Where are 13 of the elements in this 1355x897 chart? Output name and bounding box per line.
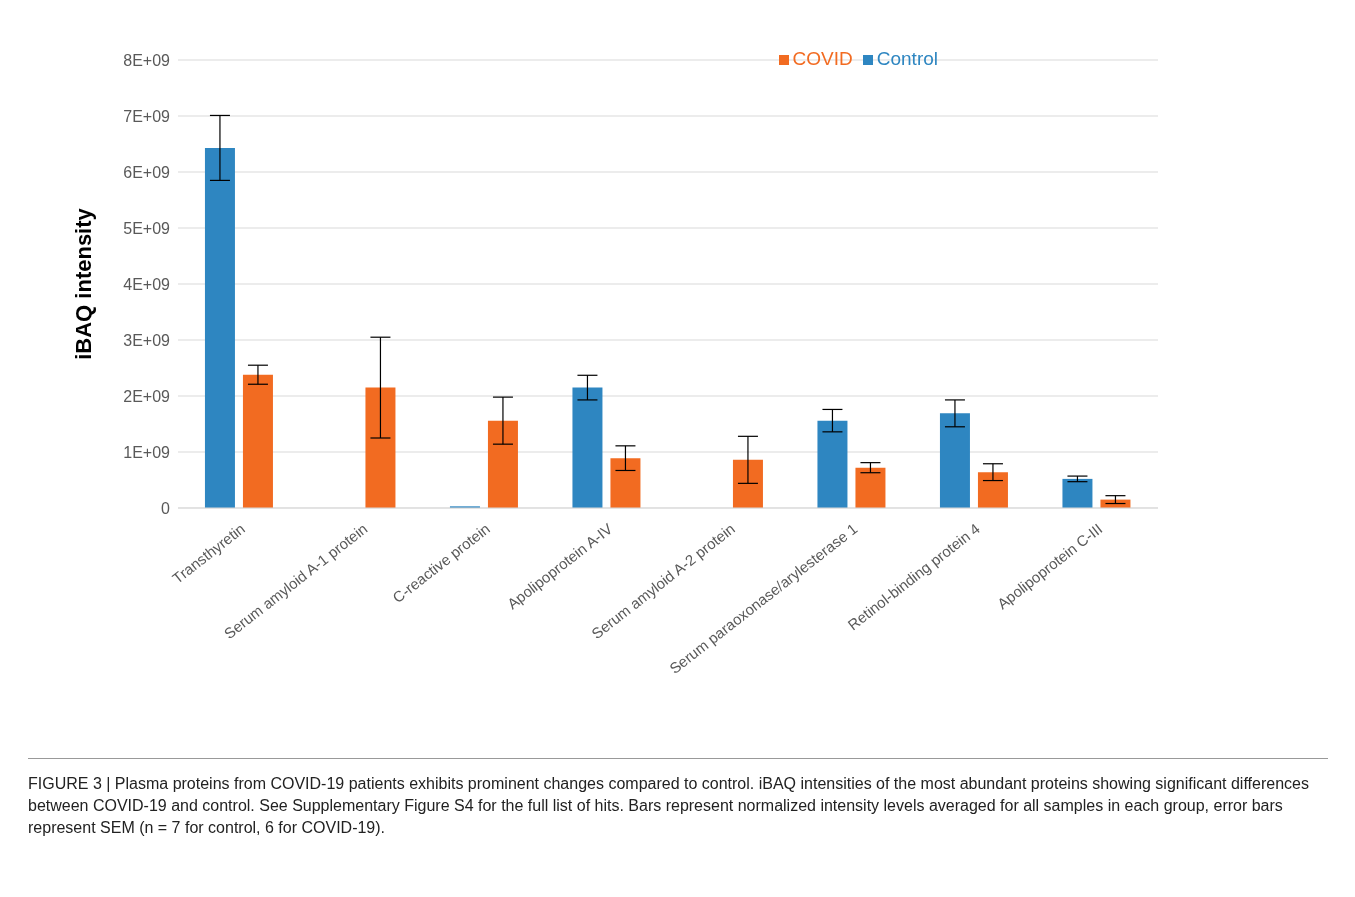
y-tick-label: 7E+09	[123, 107, 171, 125]
y-tick-label: 4E+09	[123, 275, 171, 293]
caption: FIGURE 3 | Plasma proteins from COVID-19 patients exhibits prominent changes compared to control. iBAQ intensities of the most abundant proteins showing significant differences between COVID-19 and control. See Supplementary Figure S4 for the full list of hits. Bars represent normalized intensity levels averaged for all samples in each group, error bars represent SEM (n = 7 for control, 6 for COVID-19).	[28, 758, 1328, 839]
y-tick-label: 5E+09	[123, 219, 171, 237]
y-tick-label: 6E+09	[123, 163, 171, 181]
legend-label: Control	[876, 48, 938, 69]
y-tick-label: 1E+09	[123, 443, 171, 461]
y-tick-label: 0	[161, 499, 171, 517]
y-tick-label: 2E+09	[123, 387, 171, 405]
legend-label: COVID	[792, 48, 853, 69]
y-tick-label: 3E+09	[123, 331, 171, 349]
y-axis-title: iBAQ intensity	[70, 207, 96, 360]
y-tick-label: 8E+09	[123, 51, 171, 69]
